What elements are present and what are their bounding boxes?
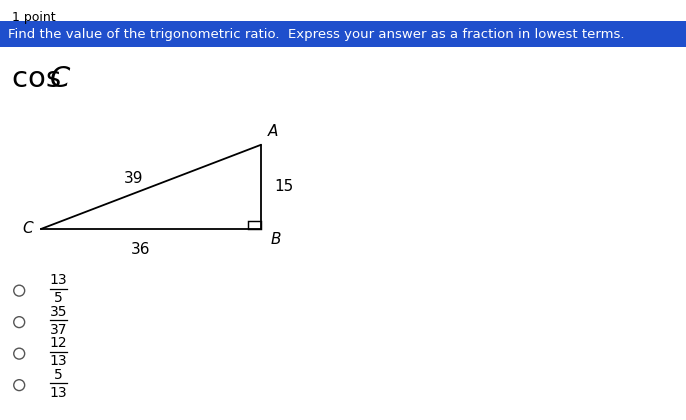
Text: 1 point: 1 point [12, 11, 56, 24]
Text: cos: cos [12, 65, 71, 93]
Bar [0, 21, 686, 47]
Text: Find the value of the trigonometric ratio.  Express your answer as a fraction in: Find the value of the trigonometric rati… [8, 28, 625, 40]
Text: 39: 39 [124, 171, 143, 186]
Text: 5: 5 [54, 368, 62, 382]
Text: 37: 37 [49, 323, 67, 337]
Text: 13: 13 [49, 386, 67, 400]
Text: C: C [23, 221, 33, 236]
Text: C: C [50, 65, 71, 93]
Bar [248, 221, 261, 229]
Text: A: A [268, 124, 278, 139]
Text: 12: 12 [49, 336, 67, 350]
Text: 13: 13 [49, 273, 67, 287]
Text: 5: 5 [54, 291, 62, 305]
Text: 36: 36 [131, 241, 150, 257]
Text: 35: 35 [49, 304, 67, 319]
Text: 15: 15 [274, 179, 294, 194]
Text: 13: 13 [49, 354, 67, 368]
Text: B: B [271, 232, 281, 247]
